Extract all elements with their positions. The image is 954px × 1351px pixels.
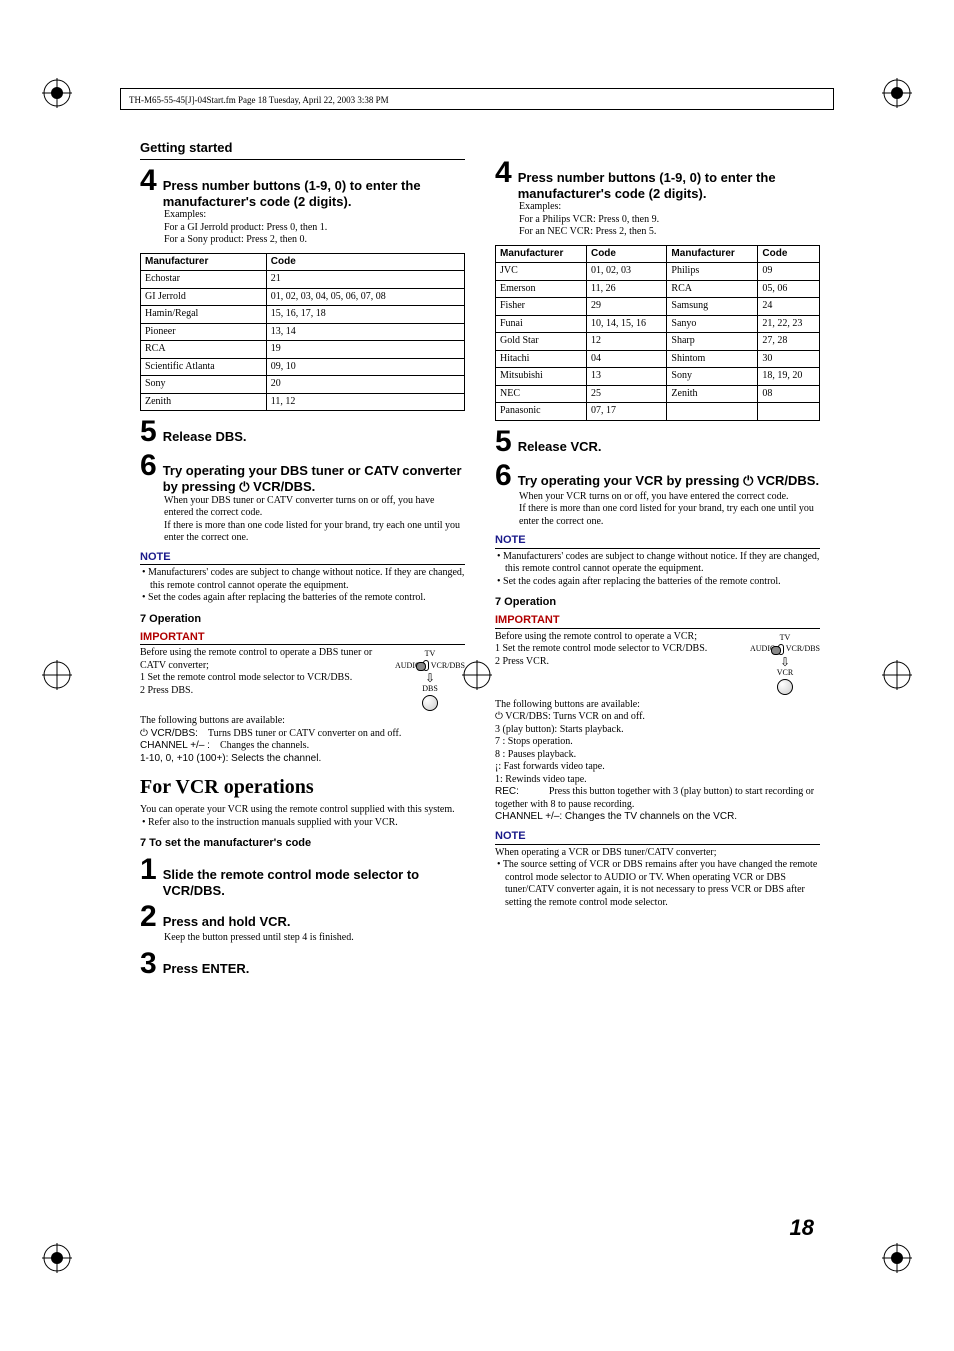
dbs-code-table: ManufacturerCodeEchostar21GI Jerrold01, … <box>140 253 465 412</box>
step5-title: Release VCR. <box>518 439 602 455</box>
op-row: 8 : Pauses playback. <box>495 749 820 762</box>
vcr-bullet: • Refer also to the instruction manuals … <box>140 817 465 830</box>
operation-heading: 7 Operation <box>495 596 820 610</box>
op-row: CHANNEL +/–: Changes the TV channels on … <box>495 811 820 824</box>
note-bullet: • Manufacturers' codes are subject to ch… <box>140 567 465 592</box>
operation-heading: 7 Operation <box>140 613 465 627</box>
step-number-5: 5 <box>140 417 157 447</box>
step-number-3: 3 <box>140 949 157 979</box>
avail-buttons: The following buttons are available: <box>140 715 465 728</box>
note-heading: NOTE <box>495 534 820 549</box>
step4-title: Press number buttons (1-9, 0) to enter t… <box>518 170 820 201</box>
op-row: ⏻ VCR/DBS: Turns VCR on and off. <box>495 711 820 724</box>
crop-mark-icon <box>42 660 72 690</box>
avail-buttons: The following buttons are available: <box>495 699 820 712</box>
step4-title: Press number buttons (1-9, 0) to enter t… <box>163 178 465 209</box>
vcr-operations-heading: For VCR operations <box>140 775 465 800</box>
vcr-code-table: ManufacturerCodeManufacturerCodeJVC01, 0… <box>495 245 820 421</box>
important-heading: IMPORTANT <box>495 614 820 629</box>
step6-body: When your VCR turns on or off, you have … <box>519 491 820 504</box>
examples-label: Examples: <box>164 209 465 222</box>
example-1: For a GI Jerrold product: Press 0, then … <box>164 222 465 235</box>
mode-selector-icon: TV AUDIOVCR/DBS ⇩ DBS <box>395 649 465 709</box>
right-column: 4 Press number buttons (1-9, 0) to enter… <box>495 140 820 979</box>
vcr-step1: Slide the remote control mode selector t… <box>163 867 465 898</box>
page-number: 18 <box>790 1215 814 1241</box>
arrow-down-icon: ⇩ <box>750 656 820 668</box>
note-bullet: • Set the codes again after replacing th… <box>140 592 465 605</box>
important-heading: IMPORTANT <box>140 631 465 646</box>
example-2: For an NEC VCR: Press 2, then 5. <box>519 226 820 239</box>
vcr-step2: Press and hold VCR. <box>163 914 291 930</box>
op-row: ¡: Fast forwards video tape. <box>495 761 820 774</box>
note-bullet: • Set the codes again after replacing th… <box>495 576 820 589</box>
left-column: Getting started 4 Press number buttons (… <box>140 140 465 979</box>
op-row: REC: Press this button together with 3 (… <box>495 786 820 811</box>
note-heading: NOTE <box>495 830 820 845</box>
step5-title: Release DBS. <box>163 429 247 445</box>
mode-selector-icon: TV AUDIOVCR/DBS ⇩ VCR <box>750 633 820 693</box>
op-row: 1: Rewinds video tape. <box>495 774 820 787</box>
crop-mark-icon <box>882 78 912 108</box>
crop-mark-icon <box>42 1243 72 1273</box>
example-2: For a Sony product: Press 2, then 0. <box>164 234 465 247</box>
step6-body2: If there is more than one cord listed fo… <box>519 503 820 528</box>
step-number-4: 4 <box>140 166 157 196</box>
examples-label: Examples: <box>519 201 820 214</box>
crop-mark-icon <box>42 78 72 108</box>
dbs-button-icon <box>422 695 438 711</box>
mfr-code-heading: 7 To set the manufacturer's code <box>140 837 465 851</box>
step6-title: Try operating your DBS tuner or CATV con… <box>163 463 465 494</box>
step6-body: When your DBS tuner or CATV converter tu… <box>164 495 465 520</box>
note-bullet: • Manufacturers' codes are subject to ch… <box>495 551 820 576</box>
page-header: TH-M65-55-45[J]-04Start.fm Page 18 Tuesd… <box>120 88 834 110</box>
op-row: 7 : Stops operation. <box>495 736 820 749</box>
arrow-down-icon: ⇩ <box>395 672 465 684</box>
note-heading: NOTE <box>140 551 465 566</box>
step-number-2: 2 <box>140 902 157 932</box>
vcr-button-icon <box>777 679 793 695</box>
vcr-intro: You can operate your VCR using the remot… <box>140 804 465 817</box>
step6-body2: If there is more than one code listed fo… <box>164 520 465 545</box>
vcr-step3: Press ENTER. <box>163 961 250 977</box>
note-bullet: • The source setting of VCR or DBS remai… <box>495 859 820 909</box>
section-title: Getting started <box>140 140 465 156</box>
op-row: 3 (play button): Starts playback. <box>495 724 820 737</box>
op-row: ⏻ VCR/DBS: Turns DBS tuner or CATV conve… <box>140 728 465 741</box>
op-row: 1-10, 0, +10 (100+): Selects the channel… <box>140 753 465 766</box>
vcr-step2-body: Keep the button pressed until step 4 is … <box>164 932 465 945</box>
crop-mark-icon <box>882 1243 912 1273</box>
step-number-6: 6 <box>140 451 157 481</box>
step-number-4: 4 <box>495 158 512 188</box>
step-number-1: 1 <box>140 855 157 885</box>
step6-title: Try operating your VCR by pressing ⏻ VCR… <box>518 473 819 489</box>
step-number-5: 5 <box>495 427 512 457</box>
example-1: For a Philips VCR: Press 0, then 9. <box>519 214 820 227</box>
crop-mark-icon <box>882 660 912 690</box>
note2-line: When operating a VCR or DBS tuner/CATV c… <box>495 847 820 860</box>
op-row: CHANNEL +/– : Changes the channels. <box>140 740 465 753</box>
step-number-6: 6 <box>495 461 512 491</box>
